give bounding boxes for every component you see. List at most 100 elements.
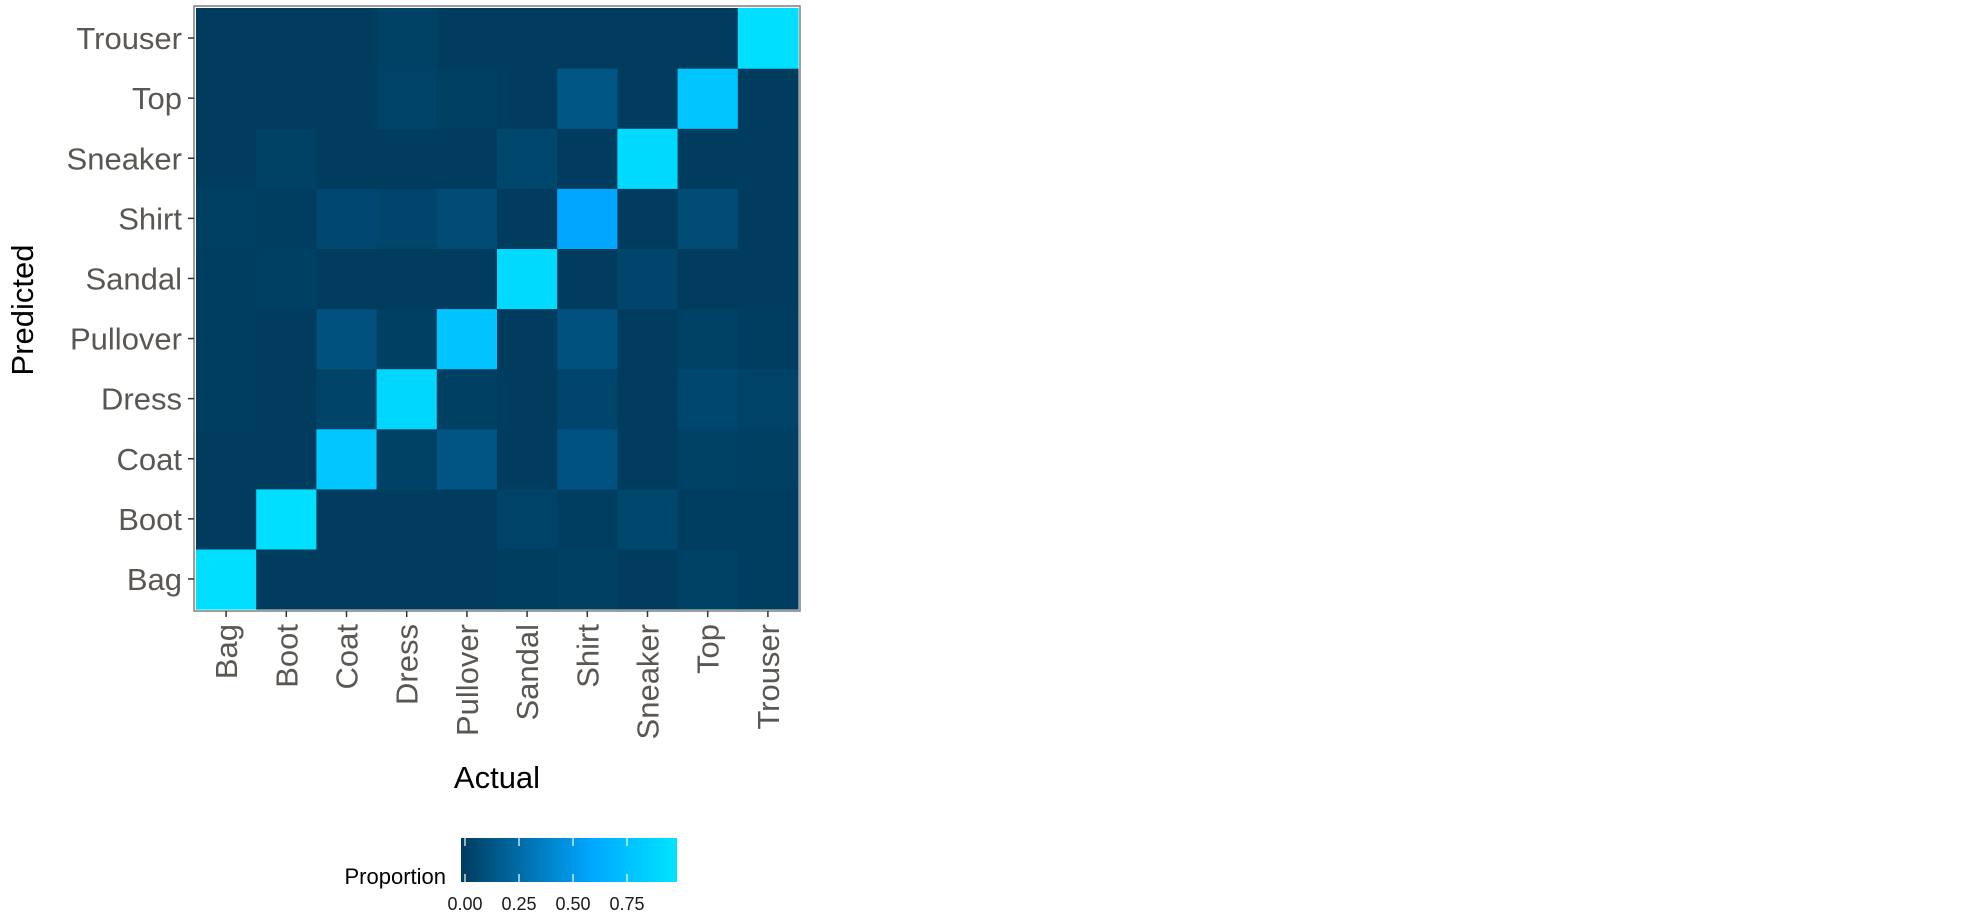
heatmap-cell-dress-bag: [196, 368, 257, 430]
heatmap-cell-sandal-bag: [196, 248, 257, 310]
heatmap-cell-top-top: [677, 68, 739, 129]
legend-ticks: 0.00 0.25 0.50 0.75: [447, 838, 645, 914]
heatmap-cell-shirt-boot: [256, 188, 317, 249]
x-axis: Bag Boot Coat Dress Pullover Sandal Shirt Sneak…: [209, 611, 786, 739]
x-tick-label: Trouser: [751, 624, 786, 730]
y-axis-title: Predicted: [5, 245, 40, 376]
heatmap-cell-sneaker-sandal: [497, 128, 558, 189]
y-tick-label: Top: [132, 81, 182, 116]
heatmap-cell-bag-bag: [196, 548, 257, 610]
heatmap-cell-sandal-boot: [256, 248, 317, 310]
heatmap-cell-boot-bag: [196, 488, 257, 550]
heatmap-cell-sandal-top: [677, 248, 739, 310]
heatmap-cell-sandal-coat: [316, 248, 378, 310]
heatmap-cell-trouser-dress: [376, 8, 438, 69]
heatmap-cell-dress-sandal: [497, 368, 558, 430]
heatmap-cell-top-shirt: [557, 68, 618, 129]
y-tick-label: Bag: [127, 562, 182, 597]
heatmap-cell-bag-dress: [376, 548, 438, 610]
heatmap-cell-trouser-sandal: [497, 8, 558, 69]
heatmap-cell-pullover-top: [677, 308, 739, 370]
heatmap-cell-trouser-shirt: [557, 8, 618, 69]
heatmap-cell-pullover-coat: [316, 308, 378, 370]
heatmap-cell-dress-top: [677, 368, 739, 430]
heatmap-cell-trouser-coat: [316, 8, 378, 69]
y-tick-label: Dress: [101, 382, 182, 417]
heatmap-cell-shirt-trouser: [737, 188, 799, 249]
y-tick-label: Trouser: [76, 21, 182, 56]
y-tick-label: Sandal: [85, 261, 182, 296]
x-tick-label: Pullover: [450, 624, 485, 736]
heatmap-cell-shirt-bag: [196, 188, 257, 249]
heatmap-cell-trouser-trouser: [737, 8, 799, 69]
heatmap-cell-trouser-bag: [196, 8, 257, 69]
heatmap-cell-sneaker-trouser: [737, 128, 799, 189]
heatmap-cell-pullover-boot: [256, 308, 317, 370]
panel-border: [193, 5, 801, 612]
legend-title: Proportion: [344, 864, 446, 889]
heatmap-cell-coat-bag: [196, 428, 257, 490]
heatmap-cell-boot-sandal: [497, 488, 558, 550]
heatmap-cell-bag-pullover: [436, 548, 498, 610]
heatmap-cell-coat-dress: [376, 428, 438, 490]
heatmap-cell-dress-boot: [256, 368, 317, 430]
x-tick-label: Sandal: [510, 624, 545, 721]
heatmap-cell-sneaker-dress: [376, 128, 438, 189]
y-tick-label: Coat: [117, 442, 183, 477]
legend-color-bar: [461, 838, 677, 882]
heatmap-cell-sneaker-coat: [316, 128, 378, 189]
heatmap-cell-top-bag: [196, 68, 257, 129]
heatmap-cell-bag-sneaker: [617, 548, 679, 610]
heatmap-cell-dress-trouser: [737, 368, 799, 430]
heatmap-cell-trouser-sneaker: [617, 8, 679, 69]
heatmap-cell-coat-shirt: [557, 428, 618, 490]
heatmap-cell-boot-pullover: [436, 488, 498, 550]
heatmap-cell-sandal-trouser: [737, 248, 799, 310]
heatmap-cell-sneaker-pullover: [436, 128, 498, 189]
x-tick-label: Shirt: [570, 624, 605, 688]
heatmap-cell-shirt-coat: [316, 188, 378, 249]
heatmap-cell-coat-coat: [316, 428, 378, 490]
heatmap-cell-shirt-pullover: [436, 188, 498, 249]
heatmap-cell-sandal-sneaker: [617, 248, 679, 310]
y-tick-label: Pullover: [70, 322, 182, 357]
heatmap-cell-top-coat: [316, 68, 378, 129]
heatmap-cell-bag-top: [677, 548, 739, 610]
heatmap-cell-pullover-bag: [196, 308, 257, 370]
x-axis-title: Actual: [454, 760, 540, 795]
legend-tick-label: 0.75: [609, 894, 644, 914]
heatmap-cell-bag-sandal: [497, 548, 558, 610]
heatmap-cell-boot-top: [677, 488, 739, 550]
heatmap-cell-pullover-dress: [376, 308, 438, 370]
heatmap-cell-shirt-top: [677, 188, 739, 249]
heatmap-cell-top-boot: [256, 68, 317, 129]
heatmap-cell-coat-boot: [256, 428, 317, 490]
heatmap-cell-sneaker-shirt: [557, 128, 618, 189]
heatmap-cell-pullover-sandal: [497, 308, 558, 370]
heatmap-cell-pullover-sneaker: [617, 308, 679, 370]
heatmap-cell-sandal-pullover: [436, 248, 498, 310]
heatmap-cells: [196, 8, 799, 610]
y-tick-label: Boot: [118, 502, 182, 537]
y-axis: Bag Boot Coat Dress Pullover Sandal Shirt Sneak…: [67, 21, 194, 597]
heatmap-cell-coat-pullover: [436, 428, 498, 490]
heatmap-cell-top-sneaker: [617, 68, 679, 129]
heatmap-cell-top-sandal: [497, 68, 558, 129]
heatmap-cell-pullover-shirt: [557, 308, 618, 370]
heatmap-cell-top-trouser: [737, 68, 799, 129]
heatmap-cell-pullover-trouser: [737, 308, 799, 370]
heatmap-cell-coat-trouser: [737, 428, 799, 490]
heatmap-cell-shirt-shirt: [557, 188, 618, 249]
heatmap-cell-bag-coat: [316, 548, 378, 610]
heatmap-cell-coat-sandal: [497, 428, 558, 490]
heatmap-cell-dress-shirt: [557, 368, 618, 430]
x-tick-label: Sneaker: [631, 624, 666, 739]
heatmap-cell-pullover-pullover: [436, 308, 498, 370]
heatmap-cell-sandal-sandal: [497, 248, 558, 310]
heatmap-cell-coat-sneaker: [617, 428, 679, 490]
heatmap-cell-bag-shirt: [557, 548, 618, 610]
x-tick-label: Bag: [209, 624, 244, 679]
x-tick-label: Top: [691, 624, 726, 674]
y-tick-label: Sneaker: [67, 141, 182, 176]
